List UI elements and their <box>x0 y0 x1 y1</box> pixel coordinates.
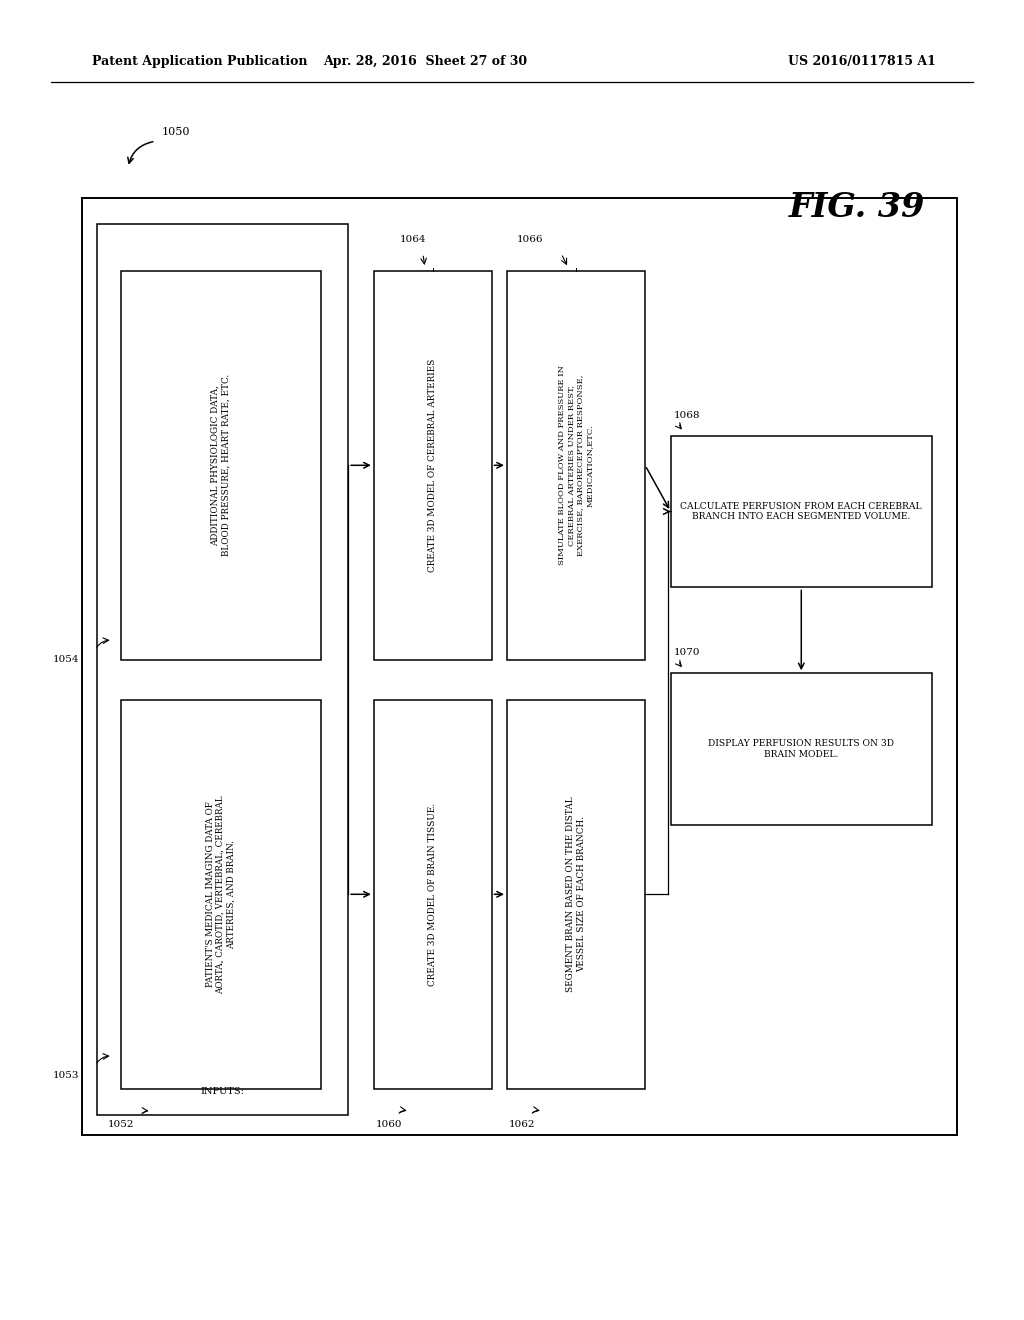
Bar <box>97 224 348 1115</box>
Text: 1062: 1062 <box>509 1121 536 1129</box>
Text: DISPLAY PERFUSION RESULTS ON 3D
BRAIN MODEL.: DISPLAY PERFUSION RESULTS ON 3D BRAIN MO… <box>709 739 894 759</box>
Text: SEGMENT BRAIN BASED ON THE DISTAL
VESSEL SIZE OF EACH BRANCH.: SEGMENT BRAIN BASED ON THE DISTAL VESSEL… <box>566 796 586 993</box>
Text: CREATE 3D MODEL OF BRAIN TISSUE.: CREATE 3D MODEL OF BRAIN TISSUE. <box>428 803 437 986</box>
Text: ADDITIONAL PHYSIOLOGIC DATA,
BLOOD PRESSURE, HEART RATE, ETC.: ADDITIONAL PHYSIOLOGIC DATA, BLOOD PRESS… <box>211 374 230 557</box>
Text: US 2016/0117815 A1: US 2016/0117815 A1 <box>788 55 936 69</box>
Text: CREATE 3D MODEL OF CEREBRAL ARTERIES: CREATE 3D MODEL OF CEREBRAL ARTERIES <box>428 359 437 572</box>
Bar <box>507 271 645 660</box>
Bar <box>374 271 492 660</box>
Text: 1053: 1053 <box>52 1072 79 1080</box>
Bar <box>121 271 321 660</box>
Text: 1064: 1064 <box>399 235 426 244</box>
Text: PATIENT'S MEDICAL IMAGING DATA OF
AORTA, CAROTID, VERTEBRAL, CEREBRAL
ARTERIES, : PATIENT'S MEDICAL IMAGING DATA OF AORTA,… <box>206 795 236 994</box>
Bar <box>507 700 645 1089</box>
Text: FIG. 39: FIG. 39 <box>788 191 925 224</box>
Text: Apr. 28, 2016  Sheet 27 of 30: Apr. 28, 2016 Sheet 27 of 30 <box>323 55 527 69</box>
Bar <box>671 673 932 825</box>
Text: 1050: 1050 <box>162 127 190 137</box>
Text: CALCULATE PERFUSION FROM EACH CEREBRAL
BRANCH INTO EACH SEGMENTED VOLUME.: CALCULATE PERFUSION FROM EACH CEREBRAL B… <box>681 502 922 521</box>
Text: 1066: 1066 <box>517 235 544 244</box>
Bar <box>671 436 932 587</box>
Bar <box>374 700 492 1089</box>
Text: SIMULATE BLOOD FLOW AND PRESSURE IN
CEREBRAL ARTERIES UNDER REST,
EXERCISE, BARO: SIMULATE BLOOD FLOW AND PRESSURE IN CERE… <box>558 366 594 565</box>
Text: 1068: 1068 <box>674 411 700 420</box>
Bar <box>121 700 321 1089</box>
Text: INPUTS:: INPUTS: <box>201 1086 245 1096</box>
Text: Patent Application Publication: Patent Application Publication <box>92 55 307 69</box>
Text: 1052: 1052 <box>108 1121 134 1129</box>
Text: 1060: 1060 <box>376 1121 402 1129</box>
Bar <box>82 198 957 1135</box>
Text: 1070: 1070 <box>674 648 700 657</box>
Text: 1054: 1054 <box>52 656 79 664</box>
